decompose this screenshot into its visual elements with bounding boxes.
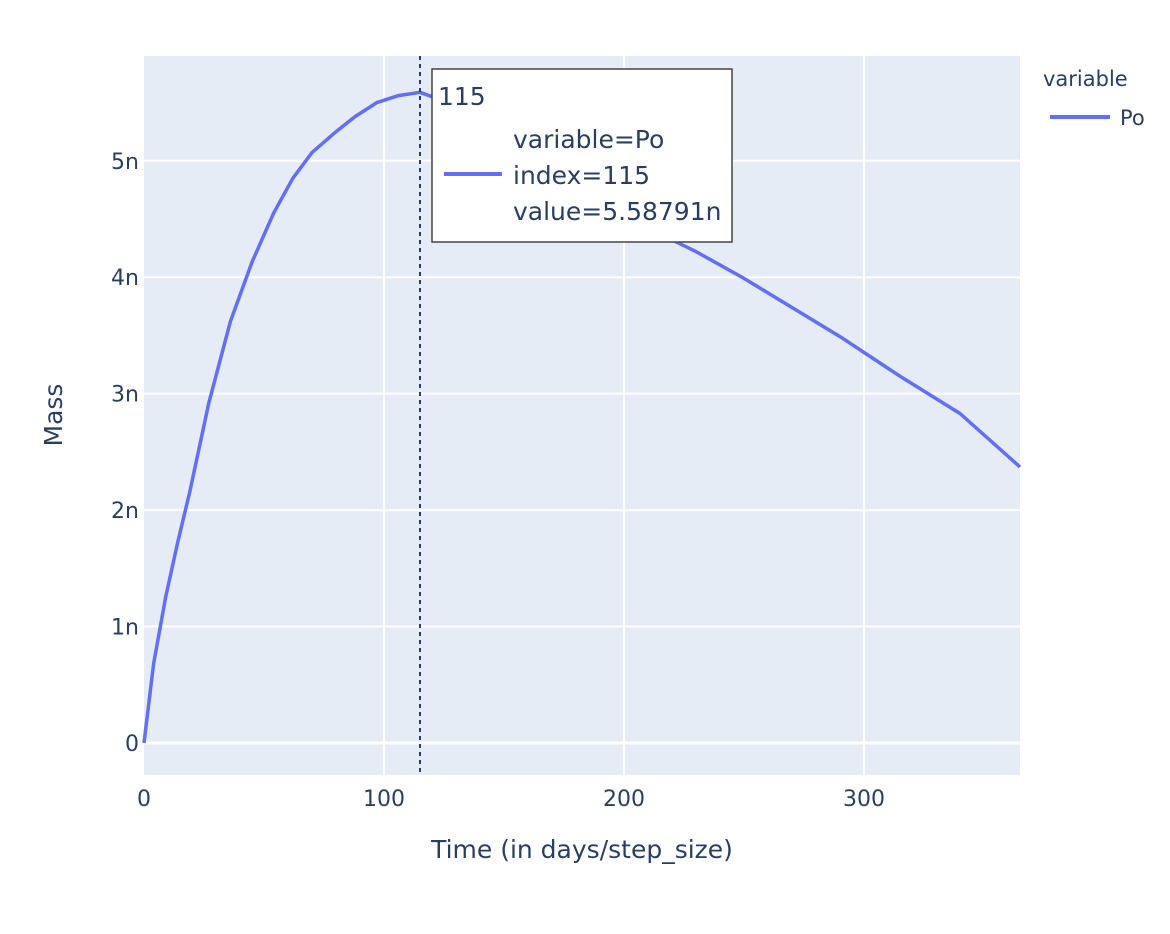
x-axis-title: Time (in days/step_size): [430, 835, 733, 864]
x-axis-ticks: 0 100 200 300: [137, 787, 885, 812]
hover-tooltip-line: value=5.58791n: [513, 197, 721, 226]
hover-tooltip-line: variable=Po: [513, 125, 664, 154]
y-axis-ticks: 0 1n 2n 3n 4n 5n: [111, 150, 139, 757]
hover-tooltip-header: 115: [438, 82, 486, 111]
y-tick-label: 5n: [111, 150, 139, 175]
y-axis-title: Mass: [39, 384, 68, 447]
legend[interactable]: variable Po: [1043, 67, 1145, 130]
legend-title: variable: [1043, 67, 1128, 91]
series-layer: [142, 90, 1022, 744]
x-tick-label: 0: [137, 787, 151, 812]
x-tick-label: 200: [603, 787, 645, 812]
legend-item-label: Po: [1120, 106, 1145, 130]
hover-tooltip-line: index=115: [513, 161, 650, 190]
y-tick-label: 1n: [111, 616, 139, 641]
y-tick-label: 0: [125, 732, 139, 757]
legend-item-po[interactable]: Po: [1050, 106, 1145, 130]
y-tick-label: 4n: [111, 266, 139, 291]
y-tick-label: 2n: [111, 499, 139, 524]
x-tick-label: 100: [363, 787, 405, 812]
y-tick-label: 3n: [111, 383, 139, 408]
series-line-po[interactable]: [142, 90, 1022, 744]
grid-lines: [144, 56, 1020, 775]
hover-tooltip: 115 variable=Po index=115 value=5.58791n: [431, 68, 733, 243]
x-tick-label: 300: [843, 787, 885, 812]
hover-tooltip-box: [431, 68, 733, 243]
